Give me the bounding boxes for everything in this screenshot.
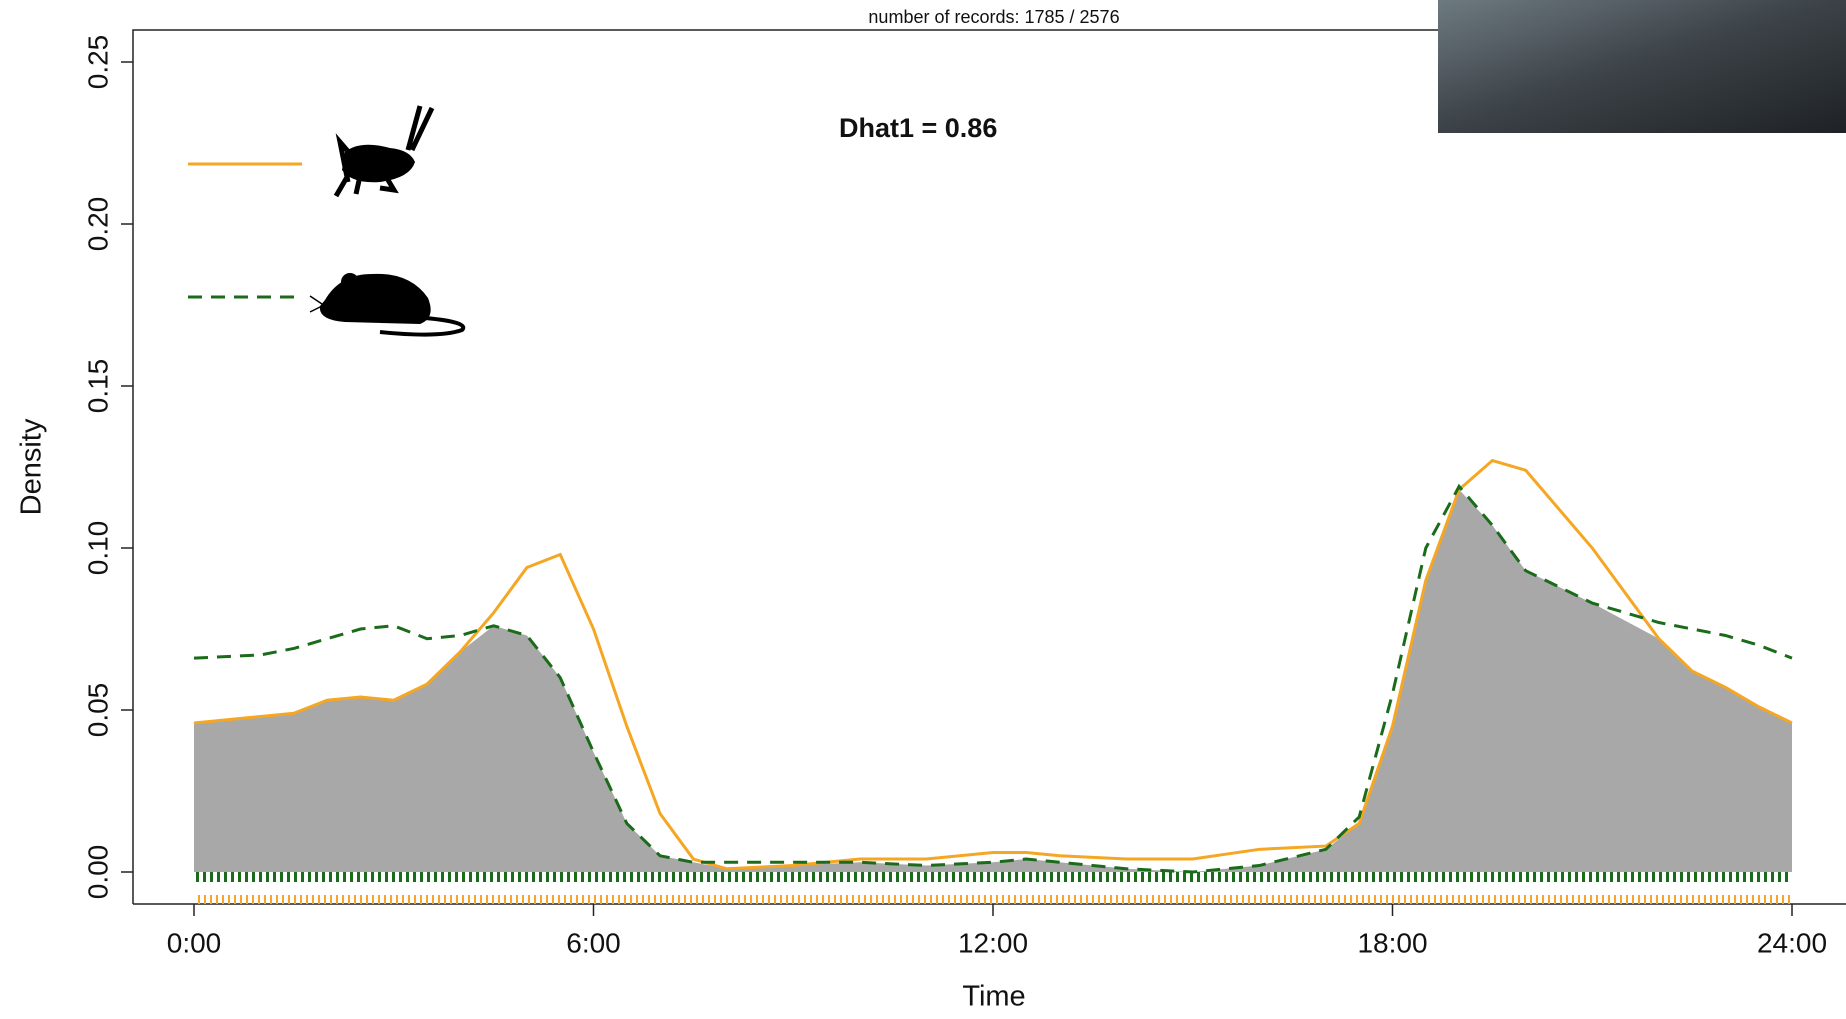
- chart-title: number of records: 1785 / 2576: [868, 7, 1119, 27]
- annotation: Dhat1 = 0.86: [839, 113, 997, 143]
- density-line: [193, 483, 1793, 874]
- x-axis-label: Time: [962, 981, 1025, 1013]
- y-tick-label: 0.25: [82, 35, 113, 90]
- y-tick-label: 0.15: [82, 359, 113, 414]
- x-tick-label: 6:00: [566, 927, 621, 958]
- y-tick-label: 0.10: [82, 521, 113, 576]
- photo: [1438, 0, 1846, 133]
- mouse-icon: [309, 273, 466, 337]
- plot-area: [193, 458, 1793, 874]
- overlap-area: [194, 489, 1792, 872]
- y-axis-label: Density: [16, 418, 48, 515]
- x-tick-label: 24:00: [1757, 927, 1827, 958]
- rug-cricket: [194, 895, 1792, 904]
- y-tick-label: 0.00: [82, 845, 113, 900]
- x-tick-label: 12:00: [958, 927, 1028, 958]
- y-tick-label: 0.20: [82, 197, 113, 252]
- x-tick-label: 18:00: [1357, 927, 1427, 958]
- density-line: [193, 458, 1793, 871]
- rug-mouse: [194, 872, 1792, 882]
- x-tick-label: 0:00: [167, 927, 222, 958]
- cricket-icon: [333, 105, 435, 198]
- y-tick-label: 0.05: [82, 683, 113, 738]
